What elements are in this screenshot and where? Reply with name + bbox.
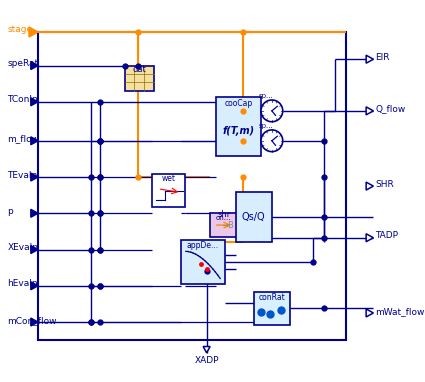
Text: speRat: speRat [7, 59, 38, 68]
Text: conRat: conRat [258, 293, 285, 302]
Polygon shape [366, 55, 374, 63]
FancyBboxPatch shape [235, 193, 272, 242]
Circle shape [261, 100, 283, 122]
Polygon shape [31, 209, 38, 217]
Text: TConIn: TConIn [7, 96, 38, 105]
Text: EIR: EIR [375, 53, 390, 62]
Polygon shape [29, 27, 38, 37]
Text: →B: →B [221, 222, 234, 230]
FancyBboxPatch shape [125, 66, 154, 91]
Polygon shape [31, 62, 38, 70]
FancyBboxPatch shape [216, 97, 261, 156]
Polygon shape [366, 182, 374, 190]
Polygon shape [366, 107, 374, 115]
Polygon shape [203, 346, 210, 353]
Text: wet: wet [162, 174, 176, 183]
Text: shr: shr [218, 210, 231, 219]
Text: f(T,m): f(T,m) [222, 126, 255, 136]
Text: dat: dat [133, 65, 147, 74]
Text: Q_flow: Q_flow [375, 105, 405, 113]
Polygon shape [31, 173, 38, 181]
Text: mWat_flow: mWat_flow [375, 307, 425, 316]
Text: TEvaIn: TEvaIn [7, 171, 37, 180]
Polygon shape [366, 309, 374, 317]
FancyBboxPatch shape [210, 213, 238, 237]
Text: on...: on... [216, 215, 232, 221]
Text: sp...: sp... [258, 93, 273, 99]
Text: appDe...: appDe... [187, 241, 219, 251]
Polygon shape [31, 282, 38, 290]
Text: SHR: SHR [375, 180, 394, 189]
Text: XEvaIn: XEvaIn [7, 243, 38, 252]
FancyBboxPatch shape [181, 240, 225, 284]
Polygon shape [31, 246, 38, 254]
FancyBboxPatch shape [254, 292, 290, 325]
Text: Qs/Q: Qs/Q [242, 212, 266, 222]
Text: hEvaIn: hEvaIn [7, 280, 38, 288]
FancyBboxPatch shape [152, 174, 185, 207]
Text: TADP: TADP [375, 231, 398, 240]
Text: sp...: sp... [258, 123, 273, 129]
Text: m_flow: m_flow [7, 134, 39, 144]
Polygon shape [31, 98, 38, 106]
Polygon shape [31, 318, 38, 326]
Polygon shape [366, 234, 374, 242]
Polygon shape [31, 137, 38, 145]
Text: cooCap: cooCap [224, 99, 252, 108]
Text: stage: stage [7, 25, 32, 34]
Circle shape [261, 130, 283, 152]
Text: mCon_flow: mCon_flow [7, 316, 57, 325]
Text: XADP: XADP [194, 356, 219, 366]
Text: p: p [7, 207, 13, 216]
